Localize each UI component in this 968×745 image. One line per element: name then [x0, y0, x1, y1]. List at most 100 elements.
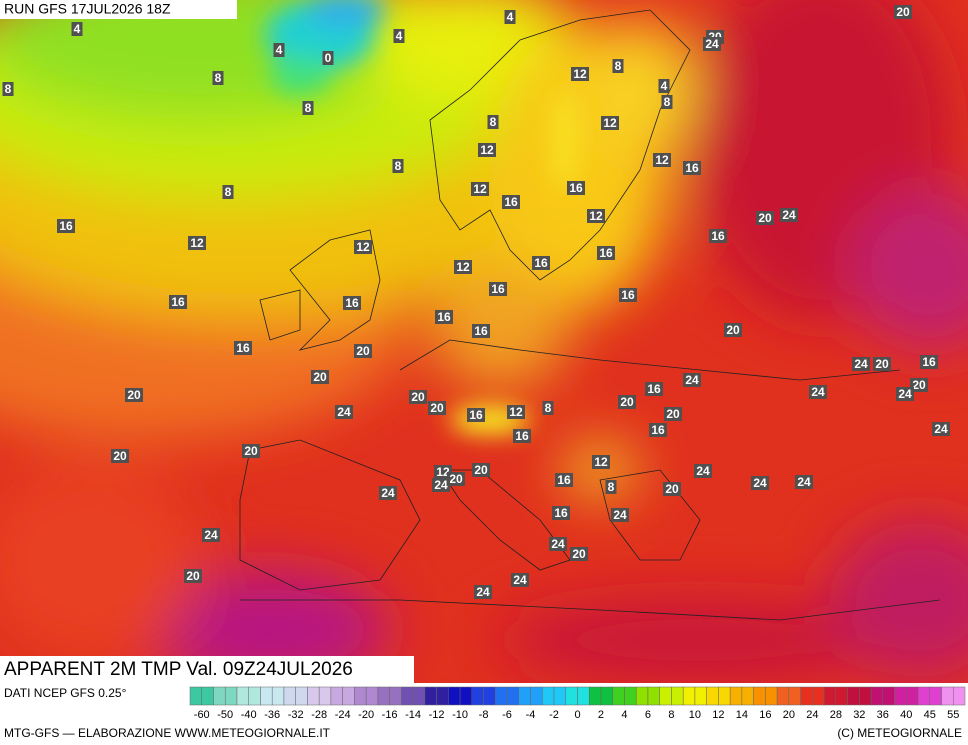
isotherm-label: 24: [854, 357, 868, 371]
colorbar-tick-label: -36: [264, 709, 280, 721]
label-box: [552, 506, 570, 520]
colorbar-cell: [389, 686, 402, 706]
label-box: [513, 429, 531, 443]
isotherm-label: 16: [647, 382, 661, 396]
isotherm-label: 8: [615, 59, 622, 73]
colorbar-tick-label: -14: [405, 709, 421, 721]
label-box: [683, 373, 701, 387]
isotherm-label: 4: [74, 22, 81, 36]
isotherm-label: 20: [449, 472, 463, 486]
label-box: [894, 5, 912, 19]
colorbar-tick-label: 24: [806, 709, 818, 721]
colorbar-tick-label: -20: [358, 709, 374, 721]
label-box: [852, 357, 870, 371]
colorbar-cell: [800, 686, 813, 706]
label-box: [504, 10, 516, 24]
label-box: [392, 159, 404, 173]
label-box: [467, 408, 485, 422]
isotherm-label: 24: [705, 37, 719, 51]
colorbar-cell: [588, 686, 602, 706]
colorbar-tick-label: 20: [783, 709, 795, 721]
colorbar-cell: [436, 686, 449, 706]
label-box: [311, 370, 329, 384]
label-box: [234, 341, 252, 355]
label-box: [379, 486, 397, 500]
isotherm-label: 20: [356, 344, 370, 358]
label-box: [242, 444, 260, 458]
label-box: [489, 282, 507, 296]
label-box: [322, 51, 334, 65]
label-box: [724, 323, 742, 337]
isotherm-label: 20: [912, 378, 926, 392]
isotherm-label: 20: [411, 390, 425, 404]
label-box: [57, 219, 75, 233]
colorbar-tick-label: 14: [736, 709, 748, 721]
colorbar-cell: [248, 686, 261, 706]
isotherm-label: 16: [59, 219, 73, 233]
colorbar-tick-label: -40: [241, 709, 257, 721]
isotherm-label: 16: [621, 288, 635, 302]
label-box: [709, 229, 727, 243]
label-box: [795, 475, 813, 489]
isotherm-label: 16: [236, 341, 250, 355]
colorbar-cell: [706, 686, 719, 706]
label-box: [472, 324, 490, 338]
isotherm-label: 16: [569, 181, 583, 195]
isotherm-label: 8: [225, 185, 232, 199]
isotherm-label: 16: [554, 506, 568, 520]
colorbar-cell: [847, 686, 860, 706]
colorbar-cell: [260, 686, 273, 706]
colorbar-cell: [647, 686, 660, 706]
label-box: [612, 59, 624, 73]
colorbar-cell: [424, 686, 437, 706]
isotherm-label: 8: [5, 82, 12, 96]
colorbar-tick-label: 40: [900, 709, 912, 721]
isotherm-label: 16: [685, 161, 699, 175]
colorbar-cell: [495, 686, 508, 706]
isotherm-label: 8: [305, 101, 312, 115]
colorbar-tick-label: 8: [668, 709, 674, 721]
label-box: [472, 463, 490, 477]
colorbar-tick-label: 10: [689, 709, 701, 721]
isotherm-label: 20: [244, 444, 258, 458]
label-box: [125, 388, 143, 402]
colorbar-cell: [870, 686, 884, 706]
colorbar-tick-label: -16: [382, 709, 398, 721]
label-box: [474, 585, 492, 599]
colorbar-cell: [471, 686, 484, 706]
colorbar-cell: [835, 686, 848, 706]
label-box: [683, 161, 701, 175]
label-box: [658, 79, 670, 93]
colorbar-cell: [224, 686, 238, 706]
isotherm-label: 20: [875, 357, 889, 371]
colorbar-cell: [401, 686, 414, 706]
isotherm-label: 20: [186, 569, 200, 583]
colorbar-cell: [483, 686, 496, 706]
label-box: [619, 288, 637, 302]
isotherm-label: 20: [896, 5, 910, 19]
isotherm-label: 20: [313, 370, 327, 384]
isotherm-label: 16: [711, 229, 725, 243]
colorbar-cell: [565, 686, 578, 706]
label-box: [649, 423, 667, 437]
isotherm-label: 16: [515, 429, 529, 443]
label-box: [354, 344, 372, 358]
isotherm-label: 24: [381, 486, 395, 500]
colorbar-cell: [882, 686, 895, 706]
label-box: [920, 355, 938, 369]
colorbar-tick-label: 12: [712, 709, 724, 721]
label-box: [432, 478, 450, 492]
colorbar-cell: [953, 686, 966, 706]
isotherm-label: 16: [534, 256, 548, 270]
label-box: [567, 181, 585, 195]
label-box: [302, 101, 314, 115]
colorbar-cell: [671, 686, 684, 706]
isotherm-label: 24: [685, 373, 699, 387]
label-box: [428, 401, 446, 415]
isotherm-label: 20: [726, 323, 740, 337]
isotherm-label: 8: [395, 159, 402, 173]
colorbar-tick-label: -12: [429, 709, 445, 721]
colorbar-tick-label: 45: [924, 709, 936, 721]
label-box: [212, 71, 224, 85]
